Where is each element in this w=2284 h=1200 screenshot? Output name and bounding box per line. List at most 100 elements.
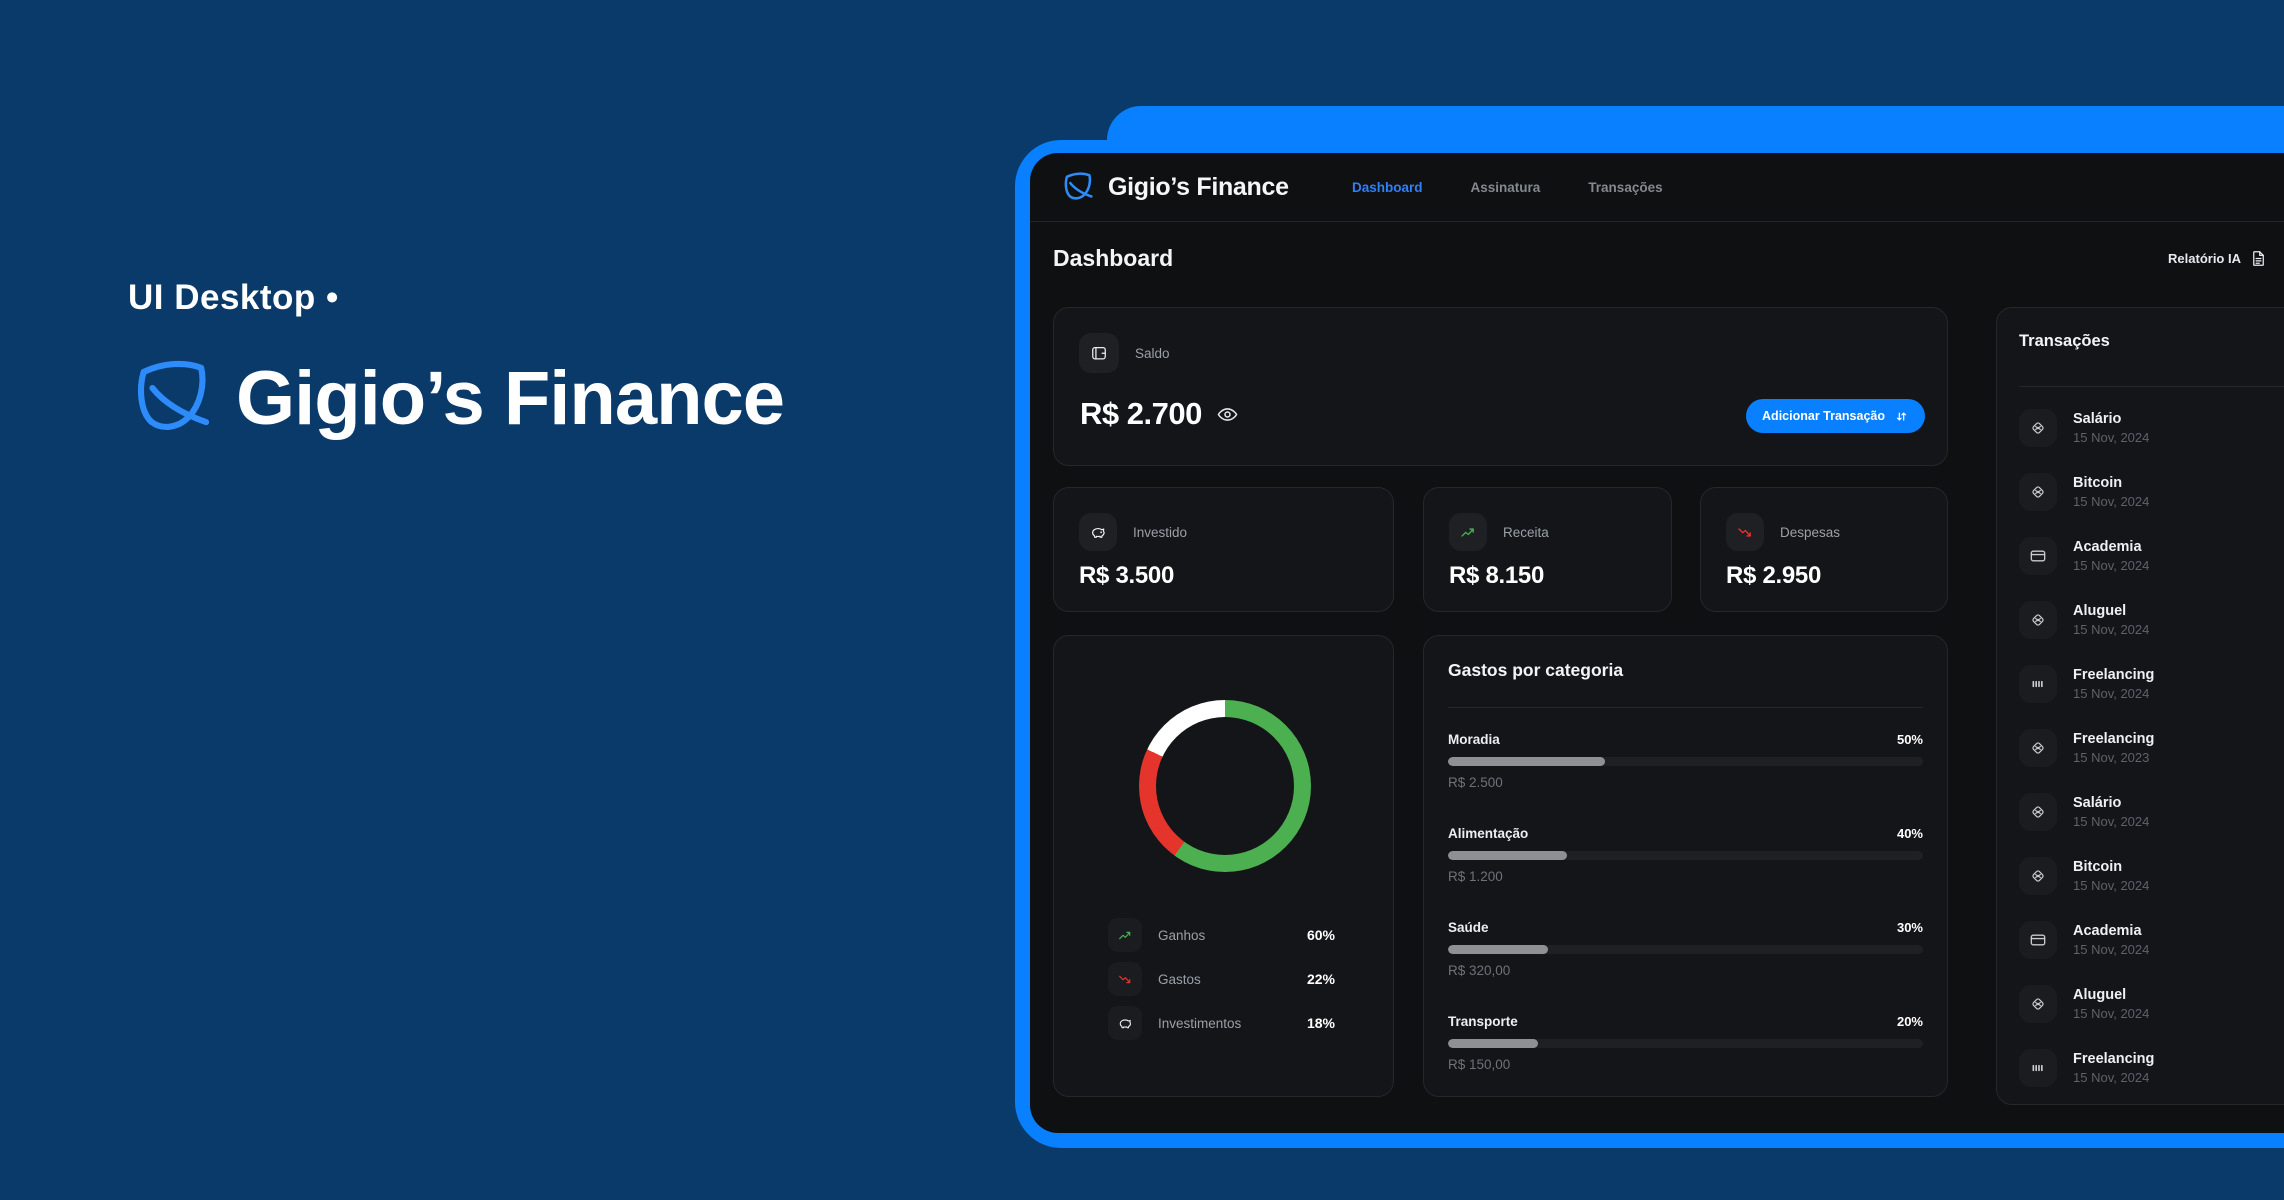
transaction-row[interactable]: Freelancing 15 Nov, 2024 bbox=[2019, 665, 2284, 703]
eye-icon[interactable] bbox=[1216, 403, 1239, 426]
transaction-date: 15 Nov, 2024 bbox=[2073, 558, 2150, 573]
transactions-list: Salário 15 Nov, 2024 Bitcoin 15 Nov, 2024 … bbox=[2019, 409, 2284, 1113]
add-transaction-label: Adicionar Transação bbox=[1762, 409, 1885, 423]
hero-brand: Gigio’s Finance bbox=[126, 352, 785, 444]
transaction-name: Bitcoin bbox=[2073, 475, 2123, 491]
category-row-alimentacao: Alimentação 40% R$ 1.200 bbox=[1448, 826, 1923, 896]
pix-icon bbox=[2019, 729, 2057, 767]
legend-label: Investimentos bbox=[1158, 1015, 1242, 1031]
pix-icon bbox=[2019, 857, 2057, 895]
transaction-row[interactable]: Bitcoin 15 Nov, 2024 bbox=[2019, 857, 2284, 895]
leaf-logo-icon bbox=[126, 352, 218, 444]
report-ia-button[interactable]: Relatório IA bbox=[2168, 249, 2268, 268]
report-ia-label: Relatório IA bbox=[2168, 250, 2241, 266]
transaction-date: 15 Nov, 2024 bbox=[2073, 622, 2150, 637]
transaction-info: Freelancing 15 Nov, 2024 bbox=[2073, 1051, 2154, 1085]
transaction-date: 15 Nov, 2024 bbox=[2073, 430, 2150, 445]
stat-label: Receita bbox=[1503, 524, 1549, 540]
transaction-row[interactable]: Bitcoin 15 Nov, 2024 bbox=[2019, 473, 2284, 511]
page-title: Dashboard bbox=[1053, 244, 1174, 271]
pix-icon bbox=[2019, 793, 2057, 831]
transaction-info: Salário 15 Nov, 2024 bbox=[2073, 411, 2149, 445]
transaction-name: Bitcoin bbox=[2073, 859, 2123, 875]
category-label: Transporte bbox=[1448, 1014, 1518, 1029]
transaction-date: 15 Nov, 2024 bbox=[2073, 942, 2150, 957]
transaction-name: Freelancing bbox=[2073, 731, 2155, 747]
pix-icon bbox=[2019, 473, 2057, 511]
transaction-name: Academia bbox=[2073, 539, 2142, 555]
transaction-row[interactable]: Academia 15 Nov, 2024 bbox=[2019, 537, 2284, 575]
categories-card: Gastos por categoria Moradia 50% R$ 2.50… bbox=[1423, 635, 1948, 1097]
nav-item-dashboard[interactable]: Dashboard bbox=[1352, 180, 1423, 195]
transactions-title: Transações bbox=[2019, 332, 2110, 350]
category-amount: R$ 2.500 bbox=[1448, 775, 1503, 790]
stat-card-despesas: Despesas R$ 2.950 bbox=[1700, 487, 1948, 612]
balance-value: R$ 2.700 bbox=[1080, 396, 1202, 431]
transaction-info: Aluguel 15 Nov, 2024 bbox=[2073, 987, 2149, 1021]
transaction-name: Freelancing bbox=[2073, 667, 2155, 683]
transaction-row[interactable]: Freelancing 15 Nov, 2024 bbox=[2019, 1049, 2284, 1087]
stat-label: Despesas bbox=[1780, 524, 1841, 540]
trend-down-icon bbox=[1108, 962, 1142, 996]
category-percent: 30% bbox=[1896, 920, 1923, 935]
chart-legend: Ganhos 60% Gastos 22% Investimento bbox=[1108, 918, 1335, 1051]
transaction-date: 15 Nov, 2024 bbox=[2073, 814, 2150, 829]
transaction-name: Aluguel bbox=[2073, 987, 2127, 1003]
piggy-bank-icon bbox=[1108, 1006, 1142, 1040]
stat-head: Investido bbox=[1079, 513, 1187, 551]
category-label: Alimentação bbox=[1448, 826, 1529, 841]
credit-card-icon bbox=[2019, 537, 2057, 575]
balance-amount-row: R$ 2.700 bbox=[1080, 396, 1239, 432]
transaction-info: Salário 15 Nov, 2024 bbox=[2073, 795, 2149, 829]
transactions-card: Transações Salário 15 Nov, 2024 Bitcoin 15… bbox=[1996, 307, 2284, 1105]
legend-row-gastos: Gastos 22% bbox=[1108, 962, 1335, 996]
transaction-row[interactable]: Salário 15 Nov, 2024 bbox=[2019, 793, 2284, 831]
transaction-info: Aluguel 15 Nov, 2024 bbox=[2073, 603, 2149, 637]
legend-label: Ganhos bbox=[1158, 927, 1206, 943]
hero-title: Gigio’s Finance bbox=[236, 355, 785, 441]
stat-head: Despesas bbox=[1726, 513, 1840, 551]
transaction-info: Freelancing 15 Nov, 2023 bbox=[2073, 731, 2154, 765]
category-row-moradia: Moradia 50% R$ 2.500 bbox=[1448, 732, 1923, 802]
legend-row-investimentos: Investimentos 18% bbox=[1108, 1006, 1335, 1040]
legend-value: 18% bbox=[1306, 1015, 1335, 1031]
stat-head: Receita bbox=[1449, 513, 1549, 551]
app-window: Gigio’s Finance Dashboard Assinatura Tra… bbox=[1030, 153, 2284, 1133]
categories-title: Gastos por categoria bbox=[1448, 660, 1624, 680]
category-amount: R$ 150,00 bbox=[1448, 1057, 1511, 1072]
transaction-name: Aluguel bbox=[2073, 603, 2127, 619]
transaction-info: Bitcoin 15 Nov, 2024 bbox=[2073, 475, 2149, 509]
transaction-row[interactable]: Aluguel 15 Nov, 2024 bbox=[2019, 601, 2284, 639]
transaction-row[interactable]: Freelancing 15 Nov, 2023 bbox=[2019, 729, 2284, 767]
progress-bar bbox=[1448, 851, 1923, 860]
category-label: Saúde bbox=[1448, 920, 1489, 935]
balance-card: Saldo R$ 2.700 Adicionar Transação bbox=[1053, 307, 1948, 466]
transaction-row[interactable]: Aluguel 15 Nov, 2024 bbox=[2019, 985, 2284, 1023]
legend-label: Gastos bbox=[1158, 971, 1201, 987]
stat-label: Investido bbox=[1133, 524, 1188, 540]
balance-card-head: Saldo bbox=[1079, 333, 1170, 373]
stat-card-investido: Investido R$ 3.500 bbox=[1053, 487, 1394, 612]
add-transaction-button[interactable]: Adicionar Transação bbox=[1746, 399, 1925, 433]
transaction-info: Bitcoin 15 Nov, 2024 bbox=[2073, 859, 2149, 893]
category-row-saude: Saúde 30% R$ 320,00 bbox=[1448, 920, 1923, 990]
category-percent: 50% bbox=[1896, 732, 1923, 747]
stat-card-receita: Receita R$ 8.150 bbox=[1423, 487, 1672, 612]
progress-bar bbox=[1448, 945, 1923, 954]
pix-icon bbox=[2019, 985, 2057, 1023]
progress-fill bbox=[1448, 757, 1605, 766]
transaction-name: Salário bbox=[2073, 795, 2122, 811]
categories-rows: Moradia 50% R$ 2.500 Alimentação 40% R$ … bbox=[1448, 732, 1923, 1108]
piggy-bank-icon bbox=[1079, 513, 1117, 551]
nav-item-assinatura[interactable]: Assinatura bbox=[1470, 180, 1541, 195]
transaction-row[interactable]: Academia 15 Nov, 2024 bbox=[2019, 921, 2284, 959]
category-amount: R$ 320,00 bbox=[1448, 963, 1511, 978]
legend-value: 22% bbox=[1306, 971, 1335, 987]
transaction-row[interactable]: Salário 15 Nov, 2024 bbox=[2019, 409, 2284, 447]
transaction-date: 15 Nov, 2024 bbox=[2073, 878, 2150, 893]
divider bbox=[1448, 707, 1923, 708]
page-head: Dashboard Relatório IA bbox=[1053, 237, 2268, 279]
transaction-info: Academia 15 Nov, 2024 bbox=[2073, 539, 2149, 573]
nav-item-transacoes[interactable]: Transações bbox=[1588, 180, 1663, 195]
transaction-name: Freelancing bbox=[2073, 1051, 2155, 1067]
